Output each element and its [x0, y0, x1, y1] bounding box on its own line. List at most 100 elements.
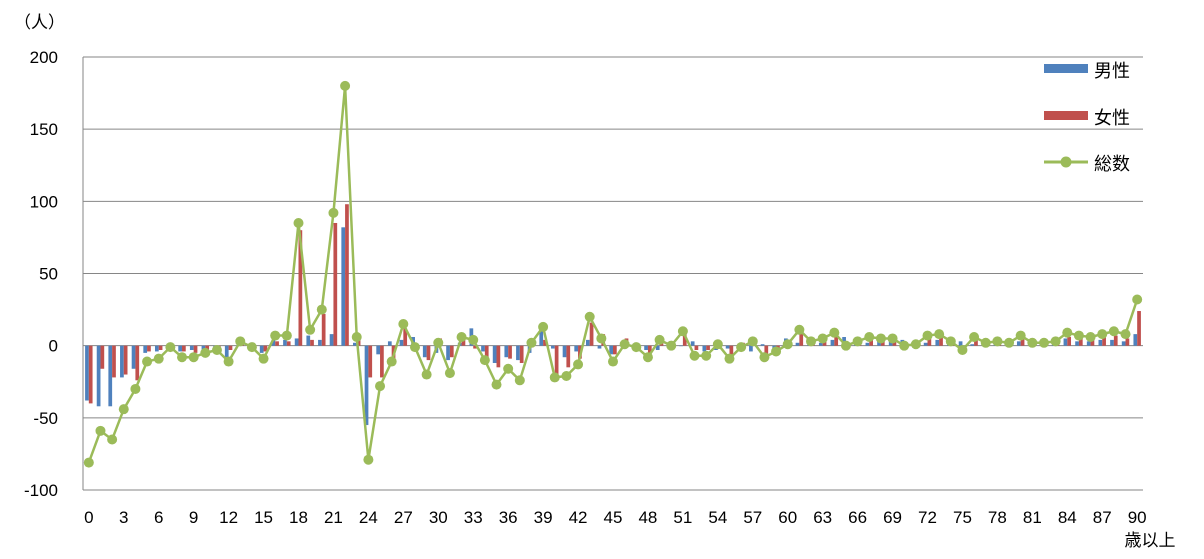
total-point: [724, 353, 735, 364]
total-point: [398, 319, 409, 330]
total-point: [596, 333, 607, 344]
male-bar: [85, 345, 89, 401]
legend-female-swatch: [1044, 111, 1088, 120]
female-bar: [1067, 337, 1072, 346]
male-bar: [516, 345, 520, 361]
female-bar: [566, 345, 571, 368]
total-point: [305, 324, 316, 335]
female-bar: [426, 345, 431, 361]
female-bar: [589, 322, 594, 346]
total-point: [538, 321, 549, 332]
male-bar: [923, 342, 928, 346]
total-point: [1027, 337, 1038, 348]
male-bar: [178, 345, 183, 352]
male-bar: [690, 341, 695, 346]
female-bar: [939, 337, 943, 346]
male-bar: [958, 341, 963, 346]
total-point: [806, 336, 817, 347]
total-point: [468, 334, 479, 345]
total-point: [899, 340, 910, 351]
gridlines: [82, 56, 1143, 491]
total-point: [1073, 330, 1084, 341]
total-point: [689, 350, 700, 361]
legend-total-label: 総数: [1094, 154, 1130, 174]
total-point: [421, 369, 432, 380]
male-bar: [574, 345, 579, 352]
y-axis-unit-label: （人）: [14, 13, 65, 32]
x-tick-label: 90: [1128, 508, 1147, 527]
legend-male-swatch: [1044, 64, 1088, 73]
female-bar: [123, 345, 128, 375]
male-bar: [702, 345, 707, 352]
female-bar: [554, 345, 559, 375]
total-point: [1108, 326, 1119, 337]
total-point: [736, 342, 747, 353]
y-tick-label: 150: [30, 120, 58, 139]
male-bar: [353, 342, 357, 346]
male-bar: [562, 345, 567, 358]
total-point: [351, 332, 362, 343]
female-bar: [834, 334, 839, 346]
total-point: [211, 344, 222, 355]
total-point: [200, 347, 211, 358]
male-bar: [341, 227, 346, 346]
male-bar: [644, 345, 648, 350]
x-axis-label: 歳以上: [1125, 531, 1176, 550]
female-bar: [298, 230, 303, 346]
total-point: [328, 207, 339, 218]
male-bar: [283, 339, 287, 346]
total-point: [188, 352, 199, 363]
total-point: [957, 344, 968, 355]
y-tick-label: 200: [30, 48, 58, 67]
total-point: [782, 339, 793, 350]
total-point: [456, 332, 467, 343]
total-point: [1004, 337, 1015, 348]
female-bar: [449, 345, 454, 358]
female-bar: [706, 345, 710, 350]
y-axis-ticks: -100 -50 0 50 100 150 200: [24, 48, 58, 500]
male-bar: [749, 345, 753, 352]
male-bar: [935, 339, 940, 346]
female-bar: [193, 345, 198, 353]
total-point: [444, 368, 455, 379]
x-tick-label: 36: [499, 508, 518, 527]
female-bar: [112, 345, 116, 378]
total-point: [258, 353, 269, 364]
total-point: [130, 383, 141, 394]
total-point: [829, 327, 840, 338]
x-tick-label: 21: [324, 508, 343, 527]
x-tick-label: 78: [988, 508, 1007, 527]
male-bar: [294, 338, 299, 346]
total-point: [340, 80, 351, 91]
total-point: [433, 337, 444, 348]
female-bar: [473, 345, 477, 349]
total-point: [514, 375, 525, 386]
x-tick-label: 3: [119, 508, 128, 527]
total-point: [235, 336, 246, 347]
total-point: [142, 356, 153, 367]
total-point: [969, 332, 980, 343]
male-bar: [329, 334, 334, 346]
total-point: [1085, 332, 1096, 343]
total-point: [526, 337, 537, 348]
x-axis-ticks: 0 3 6 9 12 15 18 21 24 27 30 33 36 39 42 45 48 51 54 57 60 63…: [84, 508, 1147, 527]
total-point: [887, 333, 898, 344]
male-bar: [399, 339, 404, 346]
total-point: [759, 352, 770, 363]
female-bar: [368, 345, 373, 378]
female-bar: [892, 341, 897, 346]
male-bar: [364, 345, 369, 426]
x-tick-label: 12: [219, 508, 238, 527]
male-bar: [585, 339, 590, 346]
male-bar: [481, 345, 485, 352]
male-bar: [154, 345, 159, 352]
total-point: [1050, 336, 1061, 347]
male-bar: [1016, 341, 1021, 346]
female-bar: [263, 345, 268, 352]
total-point: [561, 370, 572, 381]
female-bar: [135, 345, 140, 381]
male-bar: [1110, 339, 1114, 346]
legend-female-label: 女性: [1094, 108, 1130, 128]
